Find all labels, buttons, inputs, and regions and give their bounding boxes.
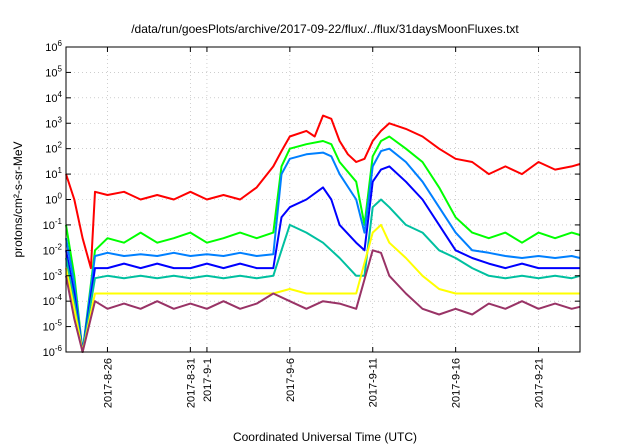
y-tick-label: 10-1 [43, 217, 63, 232]
y-tick-label: 10-4 [43, 293, 63, 308]
x-tick-label: 2017-9-1 [202, 358, 214, 402]
y-axis-label: protons/cm²-s-sr-MeV [11, 141, 25, 257]
y-tick-label: 10-5 [43, 319, 63, 334]
y-tick-label: 10-6 [43, 344, 63, 359]
x-axis-ticks: 2017-8-26 2017-8-31 2017-9-1 2017-9-6 2017-9… [102, 47, 546, 408]
y-axis-ticks: 10-6 10-5 10-4 10-3 10-2 10-1 100 101 102 103 104 1… [43, 39, 580, 359]
y-tick-label: 100 [45, 192, 62, 207]
x-tick-label: 2017-9-11 [368, 358, 380, 407]
x-tick-label: 2017-9-21 [534, 358, 546, 408]
series-line [65, 165, 580, 353]
y-tick-label: 10-2 [43, 242, 63, 257]
y-tick-label: 103 [45, 115, 62, 130]
series-line [65, 249, 581, 353]
y-tick-label: 10-3 [43, 268, 63, 283]
y-tick-label: 101 [45, 166, 62, 181]
series-line [65, 223, 580, 353]
y-tick-label: 105 [45, 64, 62, 79]
series-line [65, 135, 581, 353]
x-tick-label: 2017-8-31 [185, 358, 197, 408]
series-layer [65, 114, 581, 353]
x-tick-label: 2017-9-6 [285, 358, 297, 402]
series-line [65, 114, 581, 270]
y-tick-label: 104 [45, 90, 62, 105]
series-line [65, 147, 581, 353]
x-tick-label: 2017-9-16 [451, 358, 463, 408]
y-tick-label: 106 [45, 39, 62, 54]
x-tick-label: 2017-8-26 [102, 358, 114, 408]
y-tick-label: 102 [45, 141, 62, 156]
chart-title: /data/run/goesPlots/archive/2017-09-22/f… [131, 22, 519, 36]
x-axis-label: Coordinated Universal Time (UTC) [233, 430, 417, 444]
series-line [65, 198, 581, 353]
